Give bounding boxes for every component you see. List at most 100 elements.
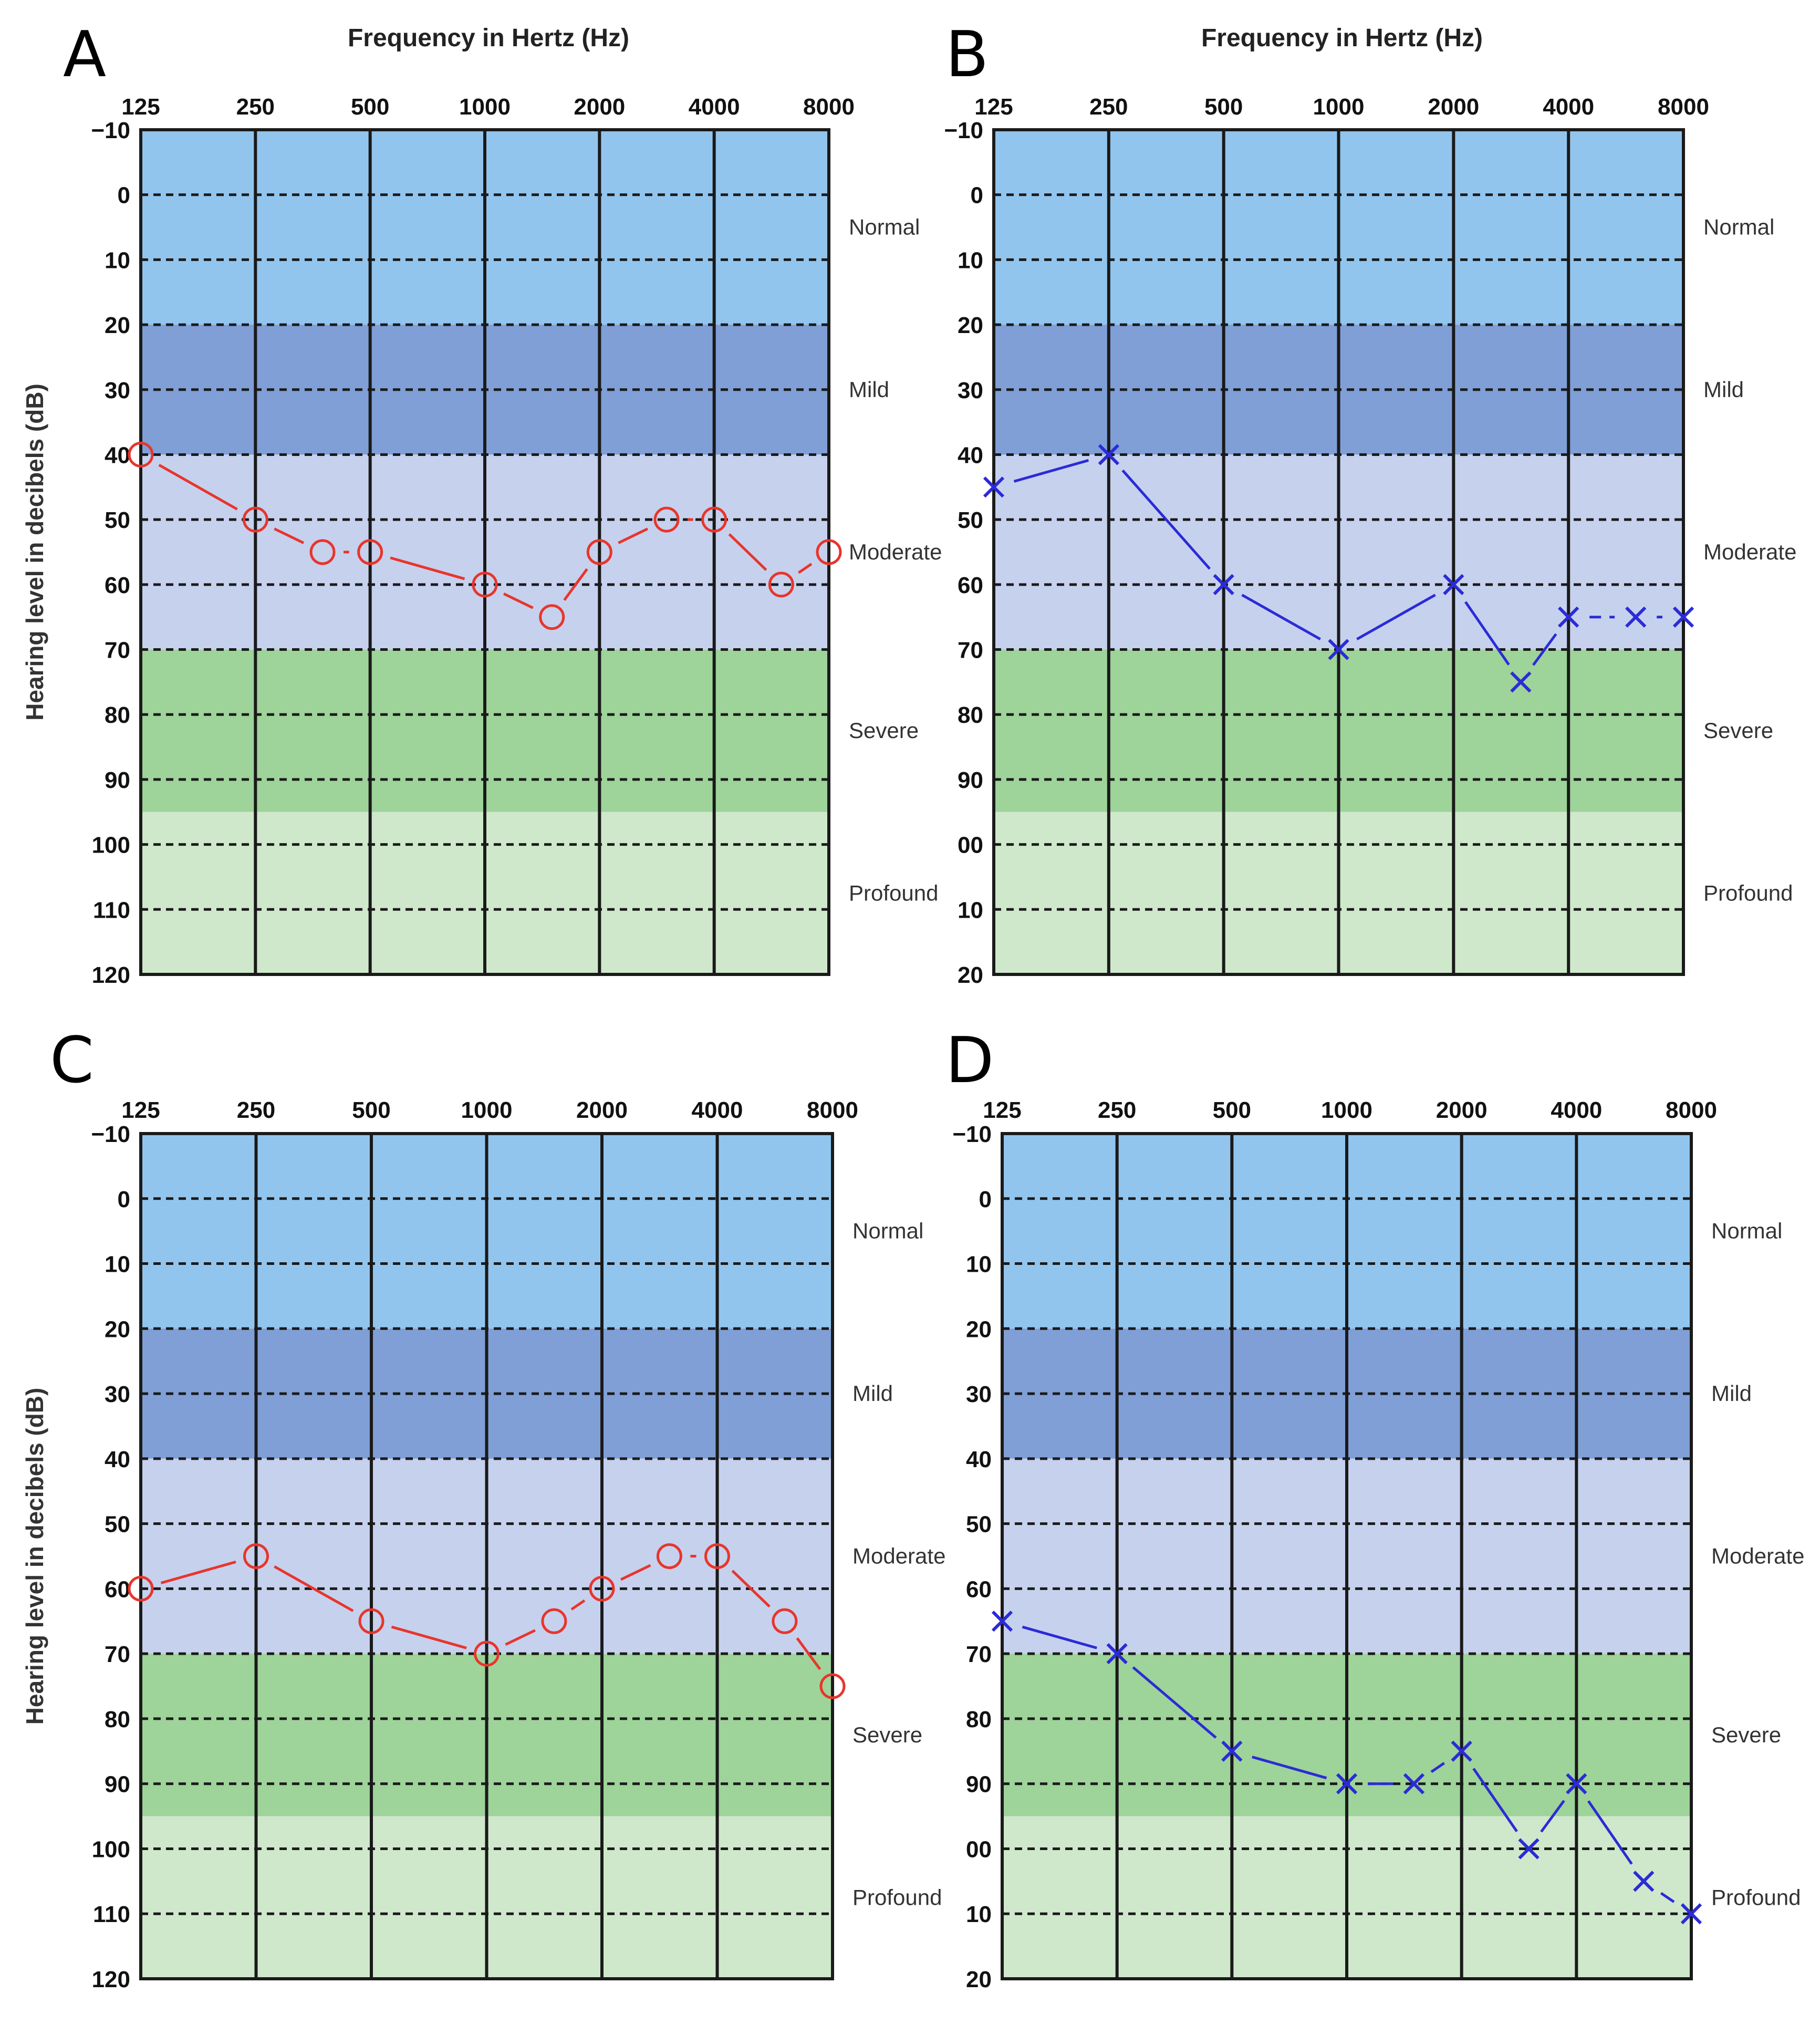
y-tick-label: −10 (952, 1121, 992, 1147)
series-line-segment (160, 1560, 236, 1584)
y-tick-label: 60 (105, 1576, 130, 1602)
y-tick-label: 120 (92, 1967, 130, 1992)
x-tick-label: 2000 (574, 94, 625, 120)
data-point-cross (1098, 444, 1119, 465)
series-line-segment (1587, 1800, 1633, 1865)
series-line-segment (570, 1599, 586, 1611)
y-tick-label: 100 (92, 1836, 130, 1862)
y-axis-title: Hearing level in decibels (dB) (21, 383, 48, 721)
y-tick-label: 10 (958, 897, 983, 923)
plot-border (992, 128, 1685, 976)
y-tick-label: −10 (944, 118, 983, 143)
x-tick-label: 8000 (803, 94, 855, 120)
y-tick-label: 0 (979, 1187, 992, 1212)
y-tick-label: 70 (966, 1642, 992, 1667)
data-point-cross (1403, 1773, 1425, 1794)
y-tick-label: 30 (958, 378, 983, 403)
y-tick-label: 80 (105, 702, 130, 728)
x-tick-label: 4000 (692, 1097, 743, 1123)
degree-label-severe: Severe (1703, 718, 1773, 743)
series-line-segment (274, 1565, 354, 1612)
series-line-segment (391, 1625, 467, 1649)
series-line-segment (1430, 1762, 1445, 1773)
degree-label-mild: Mild (852, 1381, 893, 1406)
degree-label-profound: Profound (849, 880, 938, 905)
panel-letter: A (63, 18, 106, 91)
data-point-circle (704, 1543, 730, 1569)
data-point-cross (991, 1611, 1013, 1632)
data-point-circle (589, 1575, 615, 1602)
plot-border (139, 128, 830, 976)
x-tick-label: 1000 (461, 1097, 513, 1123)
series-line-segment (1532, 633, 1557, 666)
y-tick-label: 110 (93, 897, 130, 923)
y-tick-label: 100 (92, 833, 130, 858)
y-tick-label: 50 (966, 1512, 992, 1538)
data-point-cross (1558, 606, 1579, 628)
y-tick-label: 20 (958, 313, 983, 338)
series-line-segment (796, 1637, 821, 1670)
data-point-circle (474, 1640, 500, 1667)
data-point-circle (768, 572, 794, 598)
y-tick-label: 30 (966, 1382, 992, 1407)
data-point-cross (983, 476, 1005, 498)
y-tick-label: 0 (118, 1187, 130, 1212)
data-point-circle (472, 572, 498, 598)
data-point-circle (358, 1608, 384, 1634)
data-point-circle (309, 539, 336, 565)
degree-label-normal: Normal (1711, 1219, 1782, 1243)
x-tick-label: 4000 (1551, 1097, 1602, 1123)
panel-letter: C (50, 1024, 94, 1097)
data-point-circle (656, 1543, 682, 1569)
series-line-segment (563, 568, 588, 601)
y-tick-label: 40 (958, 442, 983, 468)
x-tick-label: 2000 (1436, 1097, 1488, 1123)
plot-border (1001, 1132, 1693, 1980)
y-tick-label: 10 (966, 1252, 992, 1278)
series-line-segment (390, 556, 465, 580)
plot-border (139, 1132, 834, 1980)
y-tick-label: 70 (958, 638, 983, 663)
y-tick-label: 90 (105, 1772, 130, 1798)
degree-label-normal: Normal (1703, 215, 1774, 240)
degree-label-normal: Normal (852, 1219, 923, 1243)
x-tick-label: 250 (236, 94, 275, 120)
x-axis-title: Frequency in Hertz (Hz) (348, 24, 629, 52)
series-line-segment (505, 1629, 536, 1646)
series-line-segment (1121, 469, 1211, 570)
data-point-cross (1443, 574, 1464, 595)
data-point-circle (242, 506, 268, 533)
y-tick-label: 10 (105, 1252, 130, 1278)
data-point-circle (816, 539, 842, 565)
series-line-segment (1022, 1625, 1097, 1649)
data-point-circle (128, 1575, 154, 1602)
y-tick-label: 90 (105, 767, 130, 793)
x-tick-label: 8000 (807, 1097, 858, 1123)
y-tick-label: 40 (105, 442, 130, 468)
y-tick-label: 110 (93, 1902, 130, 1927)
series-line-segment (728, 533, 767, 571)
x-tick-label: 1000 (1313, 94, 1365, 120)
data-point-cross (1625, 606, 1647, 628)
y-axis-title: Hearing level in decibels (dB) (21, 1388, 48, 1725)
series-line-segment (1013, 459, 1089, 483)
audiogram-panel-b: B Frequency in Hertz (Hz) Normal Mild Modera… (944, 18, 1796, 988)
y-tick-label: 0 (118, 183, 130, 209)
y-tick-label: 10 (958, 247, 983, 273)
data-point-cross (1518, 1838, 1540, 1860)
series-line-segment (618, 527, 649, 544)
data-point-cross (1106, 1643, 1128, 1665)
y-tick-label: 10 (105, 247, 130, 273)
y-tick-label: 70 (105, 1642, 130, 1667)
y-tick-label: 80 (958, 702, 983, 728)
audiogram-panel-c: C Normal Mild Moderate Severe Profound 125 250 5… (21, 1024, 945, 1992)
y-tick-label: −10 (91, 1121, 130, 1147)
degree-label-normal: Normal (849, 215, 920, 240)
panel-letter: B (945, 18, 989, 91)
x-tick-label: 4000 (689, 94, 740, 120)
panel-letter: D (945, 1024, 994, 1097)
x-tick-label: 250 (1098, 1097, 1136, 1123)
data-point-cross (1510, 671, 1532, 693)
data-point-circle (819, 1673, 846, 1699)
data-point-circle (541, 1608, 567, 1634)
